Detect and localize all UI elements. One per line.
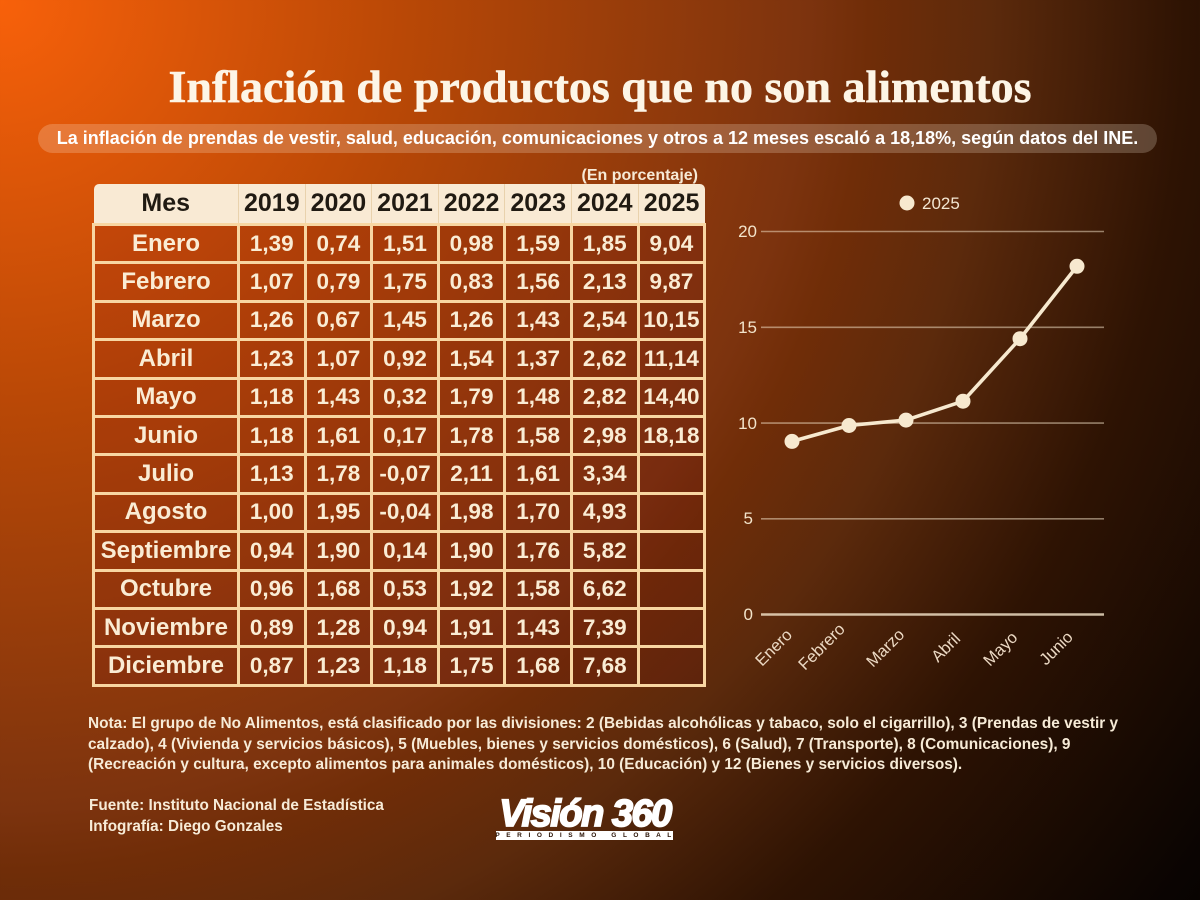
svg-text:20: 20: [738, 222, 757, 241]
svg-text:15: 15: [738, 318, 757, 337]
svg-text:Mayo: Mayo: [980, 629, 1021, 670]
svg-text:10: 10: [738, 414, 757, 433]
svg-text:Junio: Junio: [1036, 628, 1077, 669]
svg-text:2025: 2025: [922, 194, 960, 213]
svg-text:Abril: Abril: [928, 630, 964, 666]
svg-text:Febrero: Febrero: [795, 620, 849, 674]
svg-text:0: 0: [744, 605, 753, 624]
svg-text:Marzo: Marzo: [863, 626, 908, 671]
svg-text:Enero: Enero: [752, 626, 796, 670]
svg-text:5: 5: [744, 509, 753, 528]
